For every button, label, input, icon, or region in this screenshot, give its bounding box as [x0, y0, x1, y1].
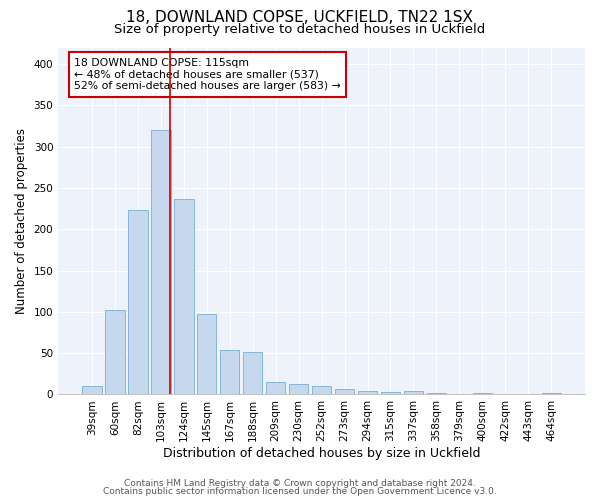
Bar	[427, 393, 446, 394]
Bar	[128, 210, 148, 394]
Bar	[266, 382, 286, 394]
Bar	[174, 198, 194, 394]
Bar	[243, 352, 262, 395]
Bar	[358, 391, 377, 394]
Text: Contains HM Land Registry data © Crown copyright and database right 2024.: Contains HM Land Registry data © Crown c…	[124, 478, 476, 488]
Bar	[289, 384, 308, 394]
Bar	[197, 314, 217, 394]
Bar	[542, 393, 561, 394]
Bar	[473, 393, 492, 394]
Bar	[381, 392, 400, 394]
Text: 18, DOWNLAND COPSE, UCKFIELD, TN22 1SX: 18, DOWNLAND COPSE, UCKFIELD, TN22 1SX	[127, 10, 473, 25]
Bar	[151, 130, 170, 394]
Bar	[220, 350, 239, 395]
Bar	[312, 386, 331, 394]
Bar	[105, 310, 125, 394]
Bar	[82, 386, 101, 394]
Text: 18 DOWNLAND COPSE: 115sqm
← 48% of detached houses are smaller (537)
52% of semi: 18 DOWNLAND COPSE: 115sqm ← 48% of detac…	[74, 58, 341, 91]
Bar	[335, 388, 355, 394]
X-axis label: Distribution of detached houses by size in Uckfield: Distribution of detached houses by size …	[163, 447, 481, 460]
Bar	[404, 391, 423, 394]
Text: Size of property relative to detached houses in Uckfield: Size of property relative to detached ho…	[115, 22, 485, 36]
Y-axis label: Number of detached properties: Number of detached properties	[15, 128, 28, 314]
Text: Contains public sector information licensed under the Open Government Licence v3: Contains public sector information licen…	[103, 487, 497, 496]
